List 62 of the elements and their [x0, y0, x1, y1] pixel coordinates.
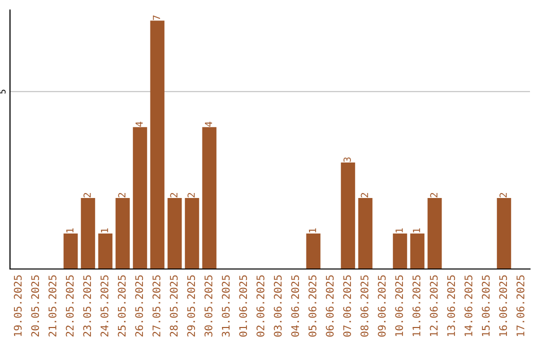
x-tick-label: 03.06.2025	[274, 275, 282, 337]
x-tick-label: 27.05.2025	[152, 275, 160, 336]
x-tick-label: 30.05.2025	[204, 275, 212, 337]
x-tick-label: 13.06.2025	[447, 275, 456, 336]
x-tick-label: 06.06.2025	[326, 275, 334, 337]
x-tick-label: 31.05.2025	[222, 275, 230, 337]
bar	[168, 198, 182, 269]
x-tick-label: 19.05.2025	[14, 275, 22, 336]
x-tick-label: 04.06.2025	[291, 275, 300, 337]
data-label: 3	[343, 157, 351, 162]
bar	[150, 20, 164, 269]
x-tick-label: 26.05.2025	[135, 275, 144, 336]
bar	[64, 234, 78, 269]
x-tick-label: 12.06.2025	[430, 275, 438, 336]
x-tick-label: 05.06.2025	[308, 275, 316, 337]
bar	[98, 234, 112, 269]
data-label: 1	[100, 228, 108, 232]
x-tick-label: 25.05.2025	[118, 275, 126, 336]
data-label: 2	[83, 193, 91, 198]
bar	[358, 198, 372, 269]
data-label: 1	[412, 228, 420, 232]
x-tick-label: 11.06.2025	[412, 275, 420, 336]
data-label: 2	[118, 193, 126, 198]
x-tick-label: 15.06.2025	[482, 275, 490, 336]
data-label: 7	[152, 16, 160, 20]
x-tick-label: 23.05.2025	[83, 275, 92, 336]
data-label: 2	[187, 193, 195, 198]
bar	[116, 198, 130, 269]
x-tick-label: 29.05.2025	[187, 275, 196, 336]
data-label: 1	[66, 228, 74, 232]
x-tick-label: 20.05.2025	[31, 275, 40, 336]
bar	[496, 198, 512, 269]
data-label: 1	[308, 228, 316, 232]
x-tick-label: 24.05.2025	[100, 275, 108, 336]
x-tick-label: 22.05.2025	[66, 275, 74, 336]
x-tick-label: 28.05.2025	[170, 275, 178, 336]
x-tick-label: 08.06.2025	[360, 275, 368, 337]
x-tick-label: 02.06.2025	[256, 275, 264, 337]
x-tick-label: 14.06.2025	[464, 275, 472, 336]
x-tick-label: 10.06.2025	[395, 275, 404, 336]
bar	[184, 198, 200, 269]
x-tick-label: 16.06.2025	[499, 275, 508, 336]
bar	[80, 198, 96, 269]
bar	[202, 127, 216, 269]
data-label: 2	[360, 193, 368, 198]
bar	[392, 234, 408, 269]
bar	[132, 127, 148, 269]
data-label: 4	[136, 122, 143, 127]
data-label: 1	[396, 228, 403, 232]
x-tick-label: 17.06.2025	[516, 275, 524, 336]
data-label: 2	[430, 193, 438, 198]
bar	[428, 198, 442, 269]
bar	[306, 234, 320, 269]
bar	[340, 162, 356, 269]
data-label: 2	[499, 193, 507, 198]
data-label: 4	[204, 122, 212, 127]
x-tick-label: 01.06.2025	[239, 275, 248, 337]
data-label: 2	[170, 193, 178, 198]
x-tick-label: 21.05.2025	[48, 275, 56, 336]
bar	[410, 234, 424, 269]
x-tick-label: 09.06.2025	[378, 275, 386, 337]
x-tick-label: 07.06.2025	[343, 275, 352, 337]
